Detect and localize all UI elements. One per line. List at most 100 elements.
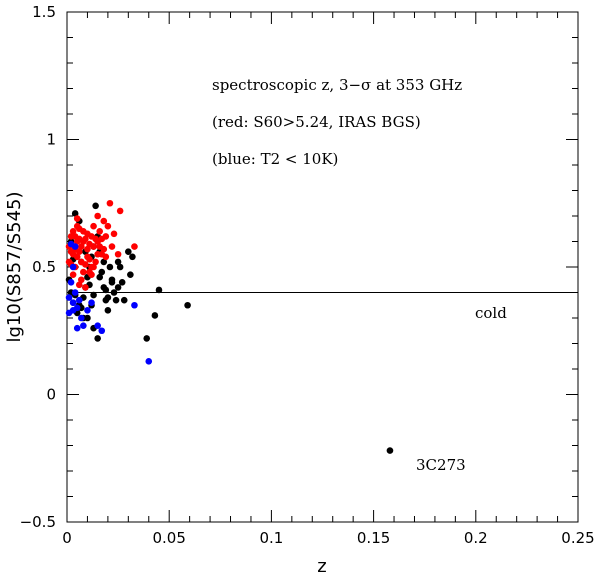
data-point — [114, 258, 122, 266]
data-point — [84, 253, 91, 261]
data-point — [80, 268, 87, 276]
data-point — [71, 233, 79, 240]
data-point — [98, 235, 106, 243]
data-point — [116, 207, 124, 215]
data-point — [82, 284, 89, 291]
data-point — [131, 243, 138, 250]
data-point — [75, 296, 83, 304]
data-point — [94, 322, 101, 329]
data-point — [125, 248, 132, 255]
data-point — [65, 294, 73, 301]
data-point — [108, 243, 116, 250]
cold-label: cold — [475, 304, 507, 322]
data-point — [94, 250, 101, 258]
y-tick-label: 0 — [46, 386, 56, 404]
data-point — [90, 222, 97, 230]
data-point — [73, 222, 81, 230]
data-point — [112, 296, 120, 304]
data-point — [73, 215, 81, 222]
x-tick-label: 0.15 — [357, 529, 390, 547]
data-point — [67, 248, 75, 255]
data-point — [71, 243, 79, 250]
data-point — [78, 243, 85, 250]
data-point — [82, 261, 89, 268]
data-point — [184, 301, 191, 309]
data-point — [114, 284, 122, 291]
data-point — [131, 301, 138, 309]
data-point — [106, 199, 114, 207]
data-point — [71, 210, 79, 217]
data-point — [96, 273, 104, 281]
data-point — [102, 253, 110, 261]
data-point — [110, 230, 118, 238]
annotation-line-1: spectroscopic z, 3−σ at 353 GHz — [212, 76, 462, 94]
data-point — [155, 286, 163, 294]
data-point — [78, 276, 85, 284]
x-axis-label: z — [317, 556, 326, 576]
data-point — [100, 245, 108, 253]
data-point — [90, 291, 97, 299]
data-point — [108, 279, 116, 286]
y-tick-label: 0.5 — [32, 258, 56, 276]
data-point — [104, 307, 112, 314]
data-point — [94, 212, 101, 220]
data-point — [92, 258, 99, 266]
data-point — [67, 279, 75, 286]
data-point — [90, 263, 97, 271]
data-point — [65, 309, 73, 317]
data-point — [69, 228, 77, 235]
data-point — [96, 228, 104, 235]
data-point — [104, 222, 112, 230]
x-tick-labels: 0 0.05 0.1 0.15 0.2 0.25 — [62, 529, 594, 547]
x-tick-label: 0.05 — [152, 529, 185, 547]
data-point — [120, 296, 128, 304]
x-tick-label: 0 — [62, 529, 72, 547]
y-tick-label: −0.5 — [20, 513, 56, 531]
data-point — [151, 312, 159, 319]
x-tick-label: 0.2 — [464, 529, 488, 547]
y-tick-label: 1.5 — [32, 3, 56, 21]
data-point — [386, 447, 394, 454]
data-point — [80, 322, 87, 329]
data-point — [92, 202, 99, 210]
data-point — [78, 314, 85, 322]
data-point — [71, 289, 79, 296]
axis-ticks — [66, 11, 579, 523]
data-point — [110, 289, 118, 296]
data-point — [86, 268, 93, 276]
data-point — [86, 240, 93, 248]
data-point — [118, 279, 126, 286]
data-point — [145, 358, 153, 365]
annotation-line-3: (blue: T2 < 10K) — [212, 150, 338, 168]
y-axis-label: lg10(S857/S545) — [4, 191, 25, 342]
data-point — [75, 281, 83, 289]
data-point — [129, 253, 136, 261]
source-label-3c273: 3C273 — [416, 456, 466, 474]
data-point — [98, 268, 106, 276]
data-point — [127, 271, 134, 278]
data-point — [100, 217, 108, 225]
data-point — [80, 238, 87, 245]
data-point — [73, 253, 81, 261]
annotation-line-2: (red: S60>5.24, IRAS BGS) — [212, 113, 421, 131]
data-point — [106, 263, 114, 271]
y-tick-labels: −0.5 0 0.5 1 1.5 — [20, 3, 56, 531]
data-point — [69, 263, 77, 271]
data-point — [98, 327, 106, 335]
data-point — [104, 294, 112, 301]
data-point — [84, 230, 91, 238]
data-point — [143, 335, 151, 342]
x-tick-label: 0.25 — [561, 529, 594, 547]
data-point — [102, 286, 110, 294]
data-point — [73, 324, 81, 332]
data-point — [84, 307, 91, 314]
data-point — [84, 245, 91, 253]
data-point — [88, 299, 95, 307]
data-point — [69, 271, 77, 278]
data-point — [114, 250, 122, 258]
y-tick-label: 1 — [46, 131, 56, 149]
data-point — [65, 258, 73, 266]
x-tick-label: 0.1 — [259, 529, 283, 547]
data-point — [94, 335, 101, 342]
